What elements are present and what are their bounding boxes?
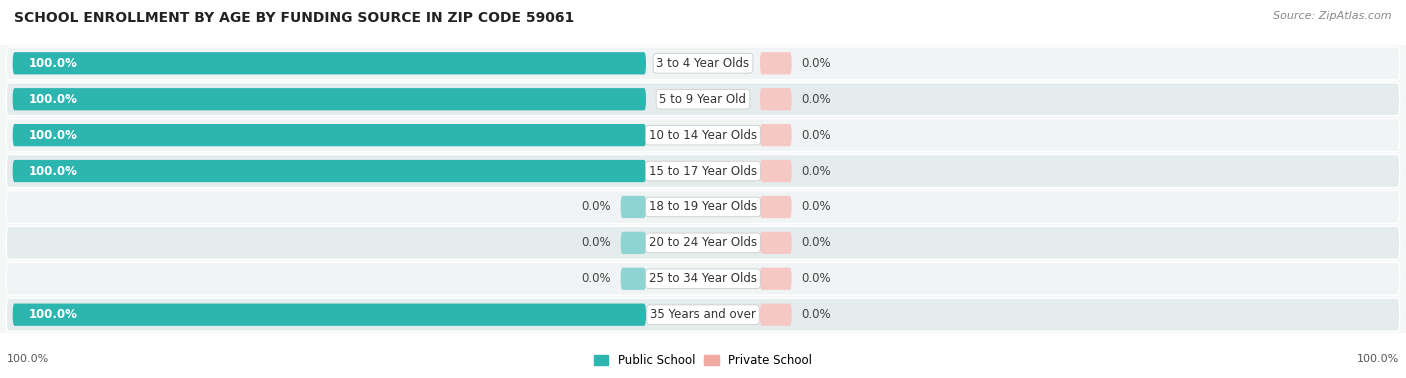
FancyBboxPatch shape	[620, 196, 645, 218]
Text: 100.0%: 100.0%	[28, 93, 77, 106]
Text: Source: ZipAtlas.com: Source: ZipAtlas.com	[1274, 11, 1392, 21]
Text: 0.0%: 0.0%	[582, 272, 612, 285]
Text: 100.0%: 100.0%	[28, 308, 77, 321]
Text: 35 Years and over: 35 Years and over	[650, 308, 756, 321]
FancyBboxPatch shape	[761, 124, 792, 146]
Text: 5 to 9 Year Old: 5 to 9 Year Old	[659, 93, 747, 106]
FancyBboxPatch shape	[7, 191, 1399, 223]
Text: 20 to 24 Year Olds: 20 to 24 Year Olds	[650, 236, 756, 249]
Text: 18 to 19 Year Olds: 18 to 19 Year Olds	[650, 200, 756, 214]
Text: 0.0%: 0.0%	[801, 129, 831, 142]
FancyBboxPatch shape	[13, 124, 645, 146]
Text: SCHOOL ENROLLMENT BY AGE BY FUNDING SOURCE IN ZIP CODE 59061: SCHOOL ENROLLMENT BY AGE BY FUNDING SOUR…	[14, 11, 574, 25]
FancyBboxPatch shape	[620, 232, 645, 254]
FancyBboxPatch shape	[7, 47, 1399, 80]
FancyBboxPatch shape	[761, 88, 792, 110]
FancyBboxPatch shape	[13, 52, 645, 74]
FancyBboxPatch shape	[761, 232, 792, 254]
Text: 100.0%: 100.0%	[28, 164, 77, 178]
Text: 0.0%: 0.0%	[801, 164, 831, 178]
FancyBboxPatch shape	[7, 83, 1399, 116]
FancyBboxPatch shape	[761, 196, 792, 218]
Text: 0.0%: 0.0%	[801, 93, 831, 106]
Text: 0.0%: 0.0%	[801, 308, 831, 321]
FancyBboxPatch shape	[7, 226, 1399, 259]
FancyBboxPatch shape	[761, 52, 792, 74]
Text: 3 to 4 Year Olds: 3 to 4 Year Olds	[657, 57, 749, 70]
FancyBboxPatch shape	[13, 88, 645, 110]
Text: 0.0%: 0.0%	[801, 57, 831, 70]
Text: 100.0%: 100.0%	[28, 57, 77, 70]
FancyBboxPatch shape	[7, 155, 1399, 187]
FancyBboxPatch shape	[761, 160, 792, 182]
FancyBboxPatch shape	[7, 262, 1399, 295]
Text: 0.0%: 0.0%	[582, 236, 612, 249]
Text: 100.0%: 100.0%	[28, 129, 77, 142]
Text: 0.0%: 0.0%	[582, 200, 612, 214]
Text: 0.0%: 0.0%	[801, 236, 831, 249]
Text: 100.0%: 100.0%	[7, 354, 49, 364]
Text: 25 to 34 Year Olds: 25 to 34 Year Olds	[650, 272, 756, 285]
FancyBboxPatch shape	[761, 304, 792, 326]
Text: 100.0%: 100.0%	[1357, 354, 1399, 364]
FancyBboxPatch shape	[7, 119, 1399, 152]
Legend: Public School, Private School: Public School, Private School	[589, 350, 817, 372]
FancyBboxPatch shape	[620, 268, 645, 290]
FancyBboxPatch shape	[13, 160, 645, 182]
Text: 0.0%: 0.0%	[801, 200, 831, 214]
Text: 15 to 17 Year Olds: 15 to 17 Year Olds	[650, 164, 756, 178]
FancyBboxPatch shape	[13, 304, 645, 326]
FancyBboxPatch shape	[761, 268, 792, 290]
Text: 10 to 14 Year Olds: 10 to 14 Year Olds	[650, 129, 756, 142]
FancyBboxPatch shape	[7, 298, 1399, 331]
Text: 0.0%: 0.0%	[801, 272, 831, 285]
